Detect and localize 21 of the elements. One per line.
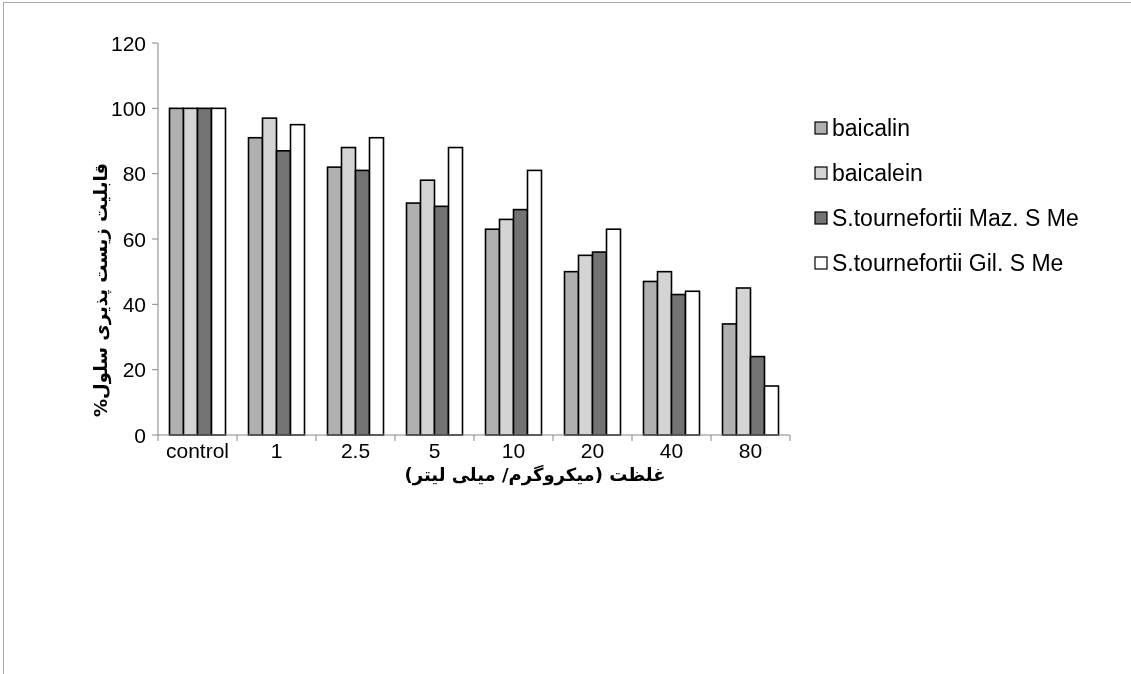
- y-tick-label: 120: [110, 31, 146, 55]
- legend-label: baicalein: [832, 160, 923, 186]
- x-tick-label: 1: [270, 439, 283, 462]
- x-tick-label: 40: [659, 439, 684, 462]
- x-tick-label: 5: [428, 439, 441, 462]
- x-tick-label: 2.5: [340, 439, 371, 462]
- legend-label: S.tournefortii Gil. S Me: [832, 250, 1064, 276]
- y-axis-title: قابلیت زیست پذیری سلول%: [89, 163, 112, 417]
- x-tick-label: 80: [738, 439, 763, 462]
- y-tick-label: 100: [110, 96, 146, 120]
- y-tick-label: 80: [122, 162, 146, 186]
- y-tick-label: 60: [122, 227, 146, 251]
- legend-label: S.tournefortii Maz. S Me: [832, 205, 1079, 231]
- x-tick-label: 10: [501, 439, 526, 462]
- legend-label: baicalin: [832, 115, 910, 141]
- x-tick-label: control: [165, 439, 230, 462]
- y-tick-label: 0: [134, 423, 146, 447]
- x-axis-title: غلظت (میکروگرم/ میلی لیتر): [404, 463, 666, 486]
- y-tick-label: 20: [122, 358, 146, 382]
- y-tick-label: 40: [122, 292, 146, 316]
- x-tick-label: 20: [580, 439, 605, 462]
